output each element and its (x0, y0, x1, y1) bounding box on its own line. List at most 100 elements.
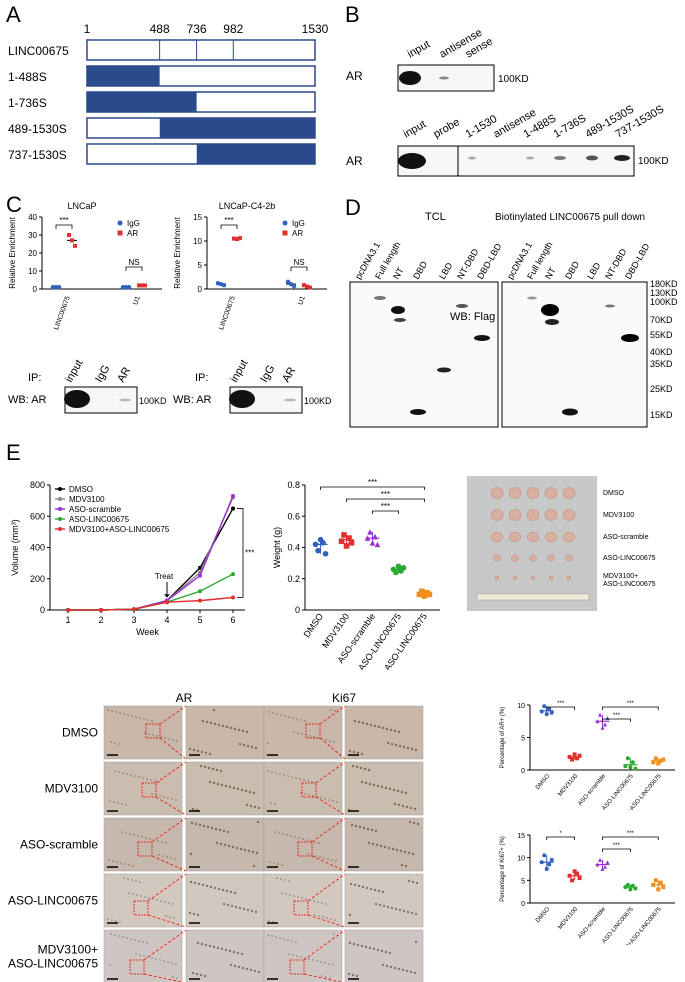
cell-dot (393, 729, 397, 733)
x-tick-label: DMSO (535, 773, 551, 791)
cell-dot (400, 790, 404, 794)
cell-dot (284, 879, 286, 881)
cell-dot (131, 879, 133, 881)
cell-dot (397, 967, 401, 971)
cell-dot (193, 881, 197, 885)
cell-dot (114, 742, 116, 744)
cell-dot (126, 937, 128, 939)
cell-dot (332, 964, 334, 966)
panel-b-letter: B (345, 2, 360, 27)
x-tick-label: ASO-scramble (577, 906, 607, 940)
cell-dot (225, 725, 229, 729)
cell-dot (397, 803, 401, 807)
tumor (508, 487, 522, 499)
cell-dot (413, 971, 417, 975)
construct-fill (87, 92, 197, 112)
zoom-box (297, 841, 313, 857)
cell-dot (325, 739, 327, 741)
y-tick-label: 10 (193, 237, 202, 246)
zoom-line (147, 914, 187, 928)
data-point (572, 869, 577, 874)
cell-dot (398, 908, 402, 912)
cell-dot (267, 770, 269, 772)
cell-dot (399, 849, 403, 853)
y-axis-label: Percentage of AR+ (%) (500, 707, 506, 769)
cell-dot (189, 880, 193, 884)
data-point (231, 506, 235, 511)
cell-dot (110, 741, 112, 743)
cell-dot (229, 726, 233, 730)
cell-dot (315, 855, 317, 857)
data-point (348, 540, 355, 546)
legend-marker (58, 497, 62, 501)
cell-dot (282, 833, 284, 835)
cell-dot (145, 837, 147, 839)
y-tick-label: 0 (40, 605, 45, 615)
cell-dot (244, 789, 248, 793)
cell-dot (248, 790, 252, 794)
tumor (565, 554, 573, 562)
cell-dot (188, 911, 192, 915)
data-point (393, 569, 399, 576)
cell-dot (268, 711, 270, 713)
cell-dot (236, 787, 240, 791)
cell-dot (378, 903, 382, 907)
cell-dot (297, 732, 299, 734)
zoom-line (151, 855, 187, 872)
legend-label: MDV3100+ASO-LINC00675 (69, 525, 170, 534)
cell-dot (409, 806, 413, 810)
data-point (623, 764, 628, 769)
tumor-photo (467, 476, 597, 611)
cell-dot (289, 894, 291, 896)
cell-dot (205, 884, 209, 888)
cell-dot (254, 746, 258, 750)
cell-dot (335, 860, 337, 862)
ihc-image (185, 873, 265, 928)
cell-dot (414, 748, 418, 752)
cell-dot (387, 846, 391, 850)
cell-dot (148, 897, 150, 899)
cell-dot (188, 747, 192, 751)
cell-dot (171, 798, 173, 800)
y-tick-label: 0.8 (287, 480, 300, 490)
blot-band (439, 76, 449, 80)
photo-label: MDV3100+ ASO-LINC00675 (603, 573, 656, 588)
cell-dot (416, 822, 420, 826)
cell-dot (221, 724, 225, 728)
cell-dot (191, 807, 195, 811)
cell-dot (368, 782, 372, 786)
panel-d-letter: D (345, 195, 361, 220)
data-point (232, 236, 236, 241)
cell-dot (247, 849, 251, 853)
x-tick-label: 6 (230, 615, 235, 625)
zoom-line (307, 873, 346, 902)
cell-dot (156, 735, 158, 737)
cell-dot (376, 948, 380, 952)
cell-dot (216, 782, 220, 786)
cell-dot (385, 964, 389, 968)
sig-bracket (372, 510, 399, 514)
cell-dot (171, 962, 173, 964)
wb-label: WB: AR (8, 394, 47, 406)
tumor (490, 509, 504, 521)
cell-dot (163, 796, 165, 798)
cell-dot (229, 890, 233, 894)
cell-dot (388, 787, 392, 791)
data-point (308, 285, 312, 290)
cell-dot (402, 745, 406, 749)
x-tick-label: 2 (98, 615, 103, 625)
cell-dot (159, 959, 161, 961)
ihc-image (344, 817, 424, 872)
data-point (661, 885, 666, 890)
y-tick-label: 10 (28, 267, 37, 276)
wb-label: WB: AR (173, 394, 212, 406)
pulldown-label: Biotinylated LINC00675 pull down (495, 212, 645, 223)
cell-dot (240, 952, 244, 956)
cell-dot (169, 916, 171, 918)
cell-dot (384, 786, 388, 790)
cell-dot (230, 904, 234, 908)
data-point (598, 857, 602, 862)
cell-dot (143, 955, 145, 957)
cell-dot (130, 774, 132, 776)
